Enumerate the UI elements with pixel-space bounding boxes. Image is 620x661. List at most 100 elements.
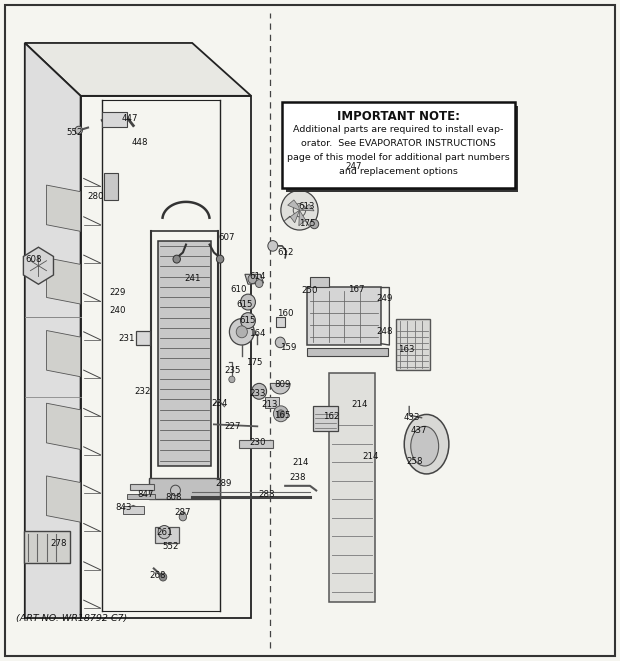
Text: orator.  See EVAPORATOR INSTRUCTIONS: orator. See EVAPORATOR INSTRUCTIONS (301, 139, 496, 148)
Circle shape (252, 383, 267, 399)
Text: 843: 843 (116, 503, 132, 512)
Text: IMPORTANT NOTE:: IMPORTANT NOTE: (337, 110, 460, 124)
Text: 615: 615 (240, 316, 256, 325)
Wedge shape (270, 383, 290, 394)
Circle shape (273, 406, 288, 422)
Circle shape (248, 274, 257, 284)
Bar (104, 173, 118, 200)
Text: 247: 247 (345, 162, 361, 171)
Text: Additional parts are required to install evap-: Additional parts are required to install… (293, 125, 503, 134)
Polygon shape (25, 43, 81, 618)
Polygon shape (25, 43, 251, 96)
Text: 165: 165 (274, 410, 290, 420)
Circle shape (241, 294, 255, 310)
Text: 240: 240 (110, 306, 126, 315)
Text: 235: 235 (224, 366, 241, 375)
Text: 612: 612 (277, 248, 293, 257)
Text: 175: 175 (246, 358, 262, 367)
Circle shape (158, 525, 170, 539)
Polygon shape (299, 204, 314, 211)
Text: 613: 613 (299, 202, 315, 211)
Text: 234: 234 (212, 399, 228, 408)
Text: 261: 261 (156, 527, 172, 537)
Text: 164: 164 (249, 329, 265, 338)
Text: 287: 287 (175, 508, 191, 517)
Bar (155, 527, 179, 543)
Text: 159: 159 (280, 342, 296, 352)
Text: 607: 607 (218, 233, 234, 243)
Bar (313, 406, 338, 431)
Bar (149, 478, 220, 499)
Text: 248: 248 (376, 327, 392, 336)
Bar (123, 506, 144, 514)
Text: 809: 809 (274, 380, 290, 389)
Polygon shape (299, 210, 310, 227)
Bar (265, 397, 279, 408)
Text: 808: 808 (166, 492, 182, 502)
Bar (136, 330, 150, 345)
Bar (158, 241, 211, 466)
Bar (239, 440, 273, 448)
Circle shape (310, 219, 319, 229)
Text: 847: 847 (138, 490, 154, 499)
Polygon shape (304, 139, 353, 172)
Text: 447: 447 (122, 114, 138, 124)
Circle shape (216, 255, 224, 263)
Bar (24, 531, 70, 563)
Text: 227: 227 (224, 422, 241, 431)
Text: 162: 162 (324, 412, 340, 421)
Text: 231: 231 (119, 334, 135, 343)
Circle shape (275, 337, 285, 348)
Text: 288: 288 (259, 490, 275, 499)
Polygon shape (288, 200, 299, 210)
Text: 448: 448 (131, 137, 148, 147)
Text: 229: 229 (110, 288, 126, 297)
Circle shape (277, 410, 285, 418)
Text: 238: 238 (290, 473, 306, 482)
Circle shape (312, 139, 345, 173)
Text: 214: 214 (293, 458, 309, 467)
Text: 278: 278 (51, 539, 67, 548)
Circle shape (173, 255, 180, 263)
Text: 552: 552 (66, 128, 82, 137)
Bar (102, 112, 127, 127)
Text: 249: 249 (376, 294, 392, 303)
Text: and replacement options: and replacement options (339, 167, 458, 176)
Bar (310, 277, 329, 287)
Circle shape (255, 280, 263, 288)
Bar (396, 319, 430, 370)
Text: (ART NO. WR18792 C7): (ART NO. WR18792 C7) (16, 613, 126, 623)
Circle shape (229, 319, 254, 345)
Text: 213: 213 (262, 400, 278, 409)
Polygon shape (283, 210, 299, 223)
Bar (282, 102, 515, 188)
Circle shape (281, 190, 318, 230)
Text: 241: 241 (184, 274, 200, 284)
Bar (307, 287, 381, 345)
Circle shape (241, 313, 255, 329)
Text: 614: 614 (249, 272, 265, 281)
Text: 289: 289 (215, 479, 231, 488)
Text: 160: 160 (277, 309, 293, 319)
Polygon shape (46, 330, 81, 377)
Polygon shape (245, 274, 264, 284)
Text: 233: 233 (249, 389, 265, 398)
Bar (276, 317, 285, 327)
Circle shape (159, 573, 167, 581)
Bar (127, 494, 155, 499)
Text: 280: 280 (88, 192, 104, 201)
Text: 250: 250 (302, 286, 318, 295)
Circle shape (75, 126, 82, 134)
Bar (130, 484, 154, 490)
Text: 437: 437 (410, 426, 427, 436)
Text: 552: 552 (162, 542, 179, 551)
Text: 167: 167 (348, 285, 365, 294)
Polygon shape (46, 403, 81, 449)
Text: 163: 163 (398, 344, 414, 354)
Polygon shape (46, 185, 81, 231)
Bar (286, 106, 518, 192)
Circle shape (170, 485, 180, 496)
Circle shape (268, 241, 278, 251)
Circle shape (236, 326, 247, 338)
Ellipse shape (411, 426, 439, 466)
